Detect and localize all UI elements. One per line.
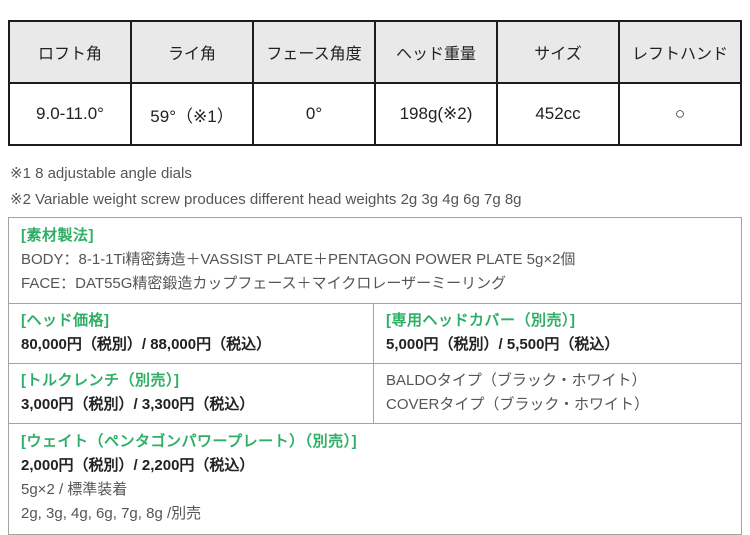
torque-wrench-title: [トルクレンチ（別売）]: [21, 372, 180, 389]
club-spec-table: ロフト角 ライ角 フェース角度 ヘッド重量 サイズ レフトハンド 9.0-11.…: [8, 20, 742, 146]
head-price-title: [ヘッド価格]: [21, 312, 110, 329]
row-price-cover: [ヘッド価格] 80,000円（税別）/ 88,000円（税込） [専用ヘッドカ…: [9, 304, 741, 363]
section-weight-plate: [ウェイト（ペンタゴンパワープレート）（別売）] 2,000円（税別）/ 2,2…: [9, 423, 741, 534]
weight-plate-price-value: 2,000円（税別）/ 2,200円（税込）: [21, 457, 255, 474]
head-price-value: 80,000円（税別）/ 88,000円（税込）: [21, 336, 272, 353]
detail-spec-box: [素材製法] BODY：8-1-1Ti精密鋳造＋VASSIST PLATE＋PE…: [8, 217, 742, 535]
row-wrench-covertypes: [トルクレンチ（別売）] 3,000円（税別）/ 3,300円（税込） BALD…: [9, 363, 741, 423]
section-cover-types: BALDOタイプ（ブラック・ホワイト） COVERタイプ（ブラック・ホワイト）: [374, 364, 741, 423]
torque-wrench-price-value: 3,000円（税別）/ 3,300円（税込）: [21, 396, 255, 413]
material-body-line: BODY：8-1-1Ti精密鋳造＋VASSIST PLATE＋PENTAGON …: [21, 251, 576, 268]
spec-value-row: 9.0-11.0° 59°（※1） 0° 198g(※2) 452cc ○: [8, 82, 742, 146]
head-cover-price-value: 5,000円（税別）/ 5,500円（税込）: [386, 336, 620, 353]
section-material: [素材製法] BODY：8-1-1Ti精密鋳造＋VASSIST PLATE＋PE…: [9, 218, 741, 304]
value-loft-angle: 9.0-11.0°: [8, 82, 132, 146]
weight-plate-optional: 2g, 3g, 4g, 6g, 7g, 8g /別売: [21, 505, 202, 522]
footnote-1: ※1 8 adjustable angle dials: [10, 165, 192, 182]
spec-header-row: ロフト角 ライ角 フェース角度 ヘッド重量 サイズ レフトハンド: [8, 20, 742, 84]
header-head-weight: ヘッド重量: [374, 20, 498, 84]
header-face-angle: フェース角度: [252, 20, 376, 84]
value-face-angle: 0°: [252, 82, 376, 146]
value-size: 452cc: [496, 82, 620, 146]
value-left-hand: ○: [618, 82, 742, 146]
value-lie-angle: 59°（※1）: [130, 82, 254, 146]
section-head-cover-price: [専用ヘッドカバー（別売）] 5,000円（税別）/ 5,500円（税込）: [374, 304, 741, 363]
header-lie-angle: ライ角: [130, 20, 254, 84]
cover-type-baldo: BALDOタイプ（ブラック・ホワイト）: [386, 372, 647, 389]
section-head-price: [ヘッド価格] 80,000円（税別）/ 88,000円（税込）: [9, 304, 374, 363]
cover-type-cover: COVERタイプ（ブラック・ホワイト）: [386, 396, 650, 413]
weight-plate-standard: 5g×2 / 標準装着: [21, 481, 128, 498]
footnotes: ※1 8 adjustable angle dials ※2 Variable …: [10, 161, 522, 213]
footnote-2: ※2 Variable weight screw produces differ…: [10, 191, 522, 208]
material-face-line: FACE：DAT55G精密鍛造カップフェース＋マイクロレーザーミーリング: [21, 275, 507, 292]
header-left-hand: レフトハンド: [618, 20, 742, 84]
section-torque-wrench: [トルクレンチ（別売）] 3,000円（税別）/ 3,300円（税込）: [9, 364, 374, 423]
head-cover-title: [専用ヘッドカバー（別売）]: [386, 312, 576, 329]
header-size: サイズ: [496, 20, 620, 84]
header-loft-angle: ロフト角: [8, 20, 132, 84]
value-head-weight: 198g(※2): [374, 82, 498, 146]
material-title: [素材製法]: [21, 227, 94, 244]
weight-plate-title: [ウェイト（ペンタゴンパワープレート）（別売）]: [21, 433, 358, 450]
